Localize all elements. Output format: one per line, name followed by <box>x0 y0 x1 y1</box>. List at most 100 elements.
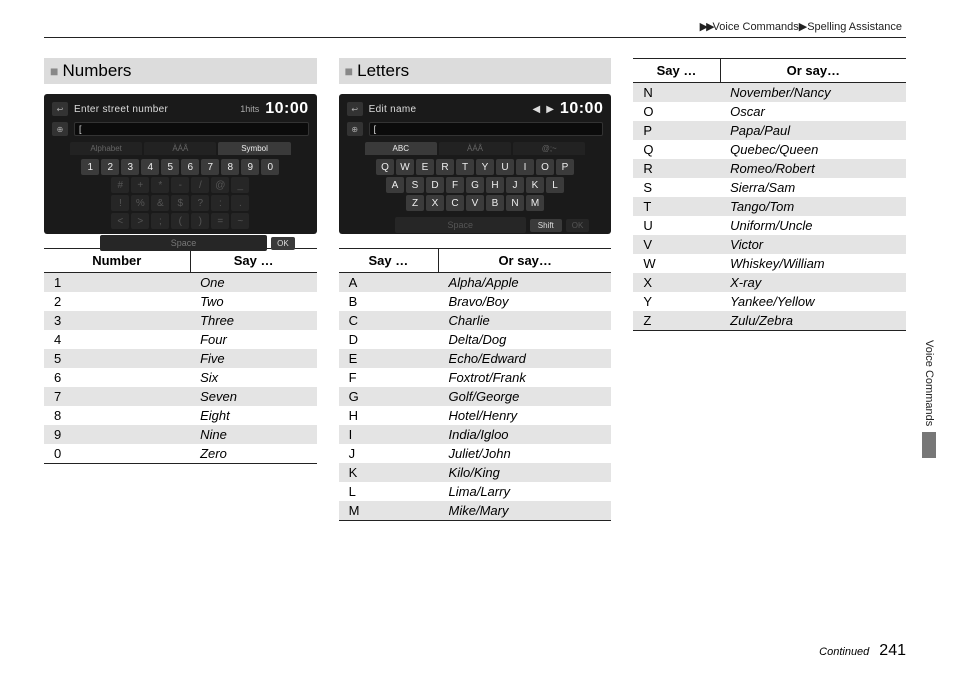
next-icon[interactable]: ▶ <box>546 104 554 115</box>
key[interactable]: P <box>556 159 574 175</box>
key[interactable]: 1 <box>81 159 99 175</box>
key[interactable]: 7 <box>201 159 219 175</box>
tab[interactable]: ABC <box>365 142 437 155</box>
key[interactable]: N <box>506 195 524 211</box>
cell-key: N <box>633 83 720 103</box>
cell-say: Charlie <box>439 311 612 330</box>
key[interactable]: U <box>496 159 514 175</box>
cell-key: G <box>339 387 439 406</box>
key[interactable]: W <box>396 159 414 175</box>
screen-hits: 1hits <box>240 104 259 114</box>
key[interactable]: < <box>111 213 129 229</box>
key[interactable]: & <box>151 195 169 211</box>
cell-key: O <box>633 102 720 121</box>
key[interactable]: E <box>416 159 434 175</box>
key[interactable]: F <box>446 177 464 193</box>
key[interactable]: I <box>516 159 534 175</box>
key[interactable]: $ <box>171 195 189 211</box>
key[interactable]: 5 <box>161 159 179 175</box>
tab[interactable]: Alphabet <box>70 142 142 155</box>
key[interactable]: ) <box>191 213 209 229</box>
key[interactable]: 8 <box>221 159 239 175</box>
tab[interactable]: ÀÁÂ <box>439 142 511 155</box>
key[interactable]: O <box>536 159 554 175</box>
key[interactable]: 6 <box>181 159 199 175</box>
breadcrumb-arrows: ▶▶ <box>700 21 713 33</box>
cell-key: 1 <box>44 273 190 293</box>
space-key[interactable]: Space <box>395 217 526 233</box>
table-letters-b: Say …Or say…NNovember/NancyOOscarPPapa/P… <box>633 58 906 331</box>
cell-say: Nine <box>190 425 317 444</box>
table-row: DDelta/Dog <box>339 330 612 349</box>
key[interactable]: M <box>526 195 544 211</box>
continued-label: Continued <box>819 646 869 658</box>
key[interactable]: ? <box>191 195 209 211</box>
key[interactable]: - <box>171 177 189 193</box>
key[interactable]: B <box>486 195 504 211</box>
key[interactable]: S <box>406 177 424 193</box>
key[interactable]: Q <box>376 159 394 175</box>
key[interactable]: @ <box>211 177 229 193</box>
key[interactable]: / <box>191 177 209 193</box>
shift-key[interactable]: Shift <box>530 219 562 232</box>
key[interactable]: J <box>506 177 524 193</box>
key[interactable]: ! <box>111 195 129 211</box>
key[interactable]: 0 <box>261 159 279 175</box>
key[interactable]: # <box>111 177 129 193</box>
cell-say: Mike/Mary <box>439 501 612 521</box>
key[interactable]: > <box>131 213 149 229</box>
key[interactable]: 2 <box>101 159 119 175</box>
side-tab-label: Voice Commands <box>923 340 935 426</box>
ok-button[interactable]: OK <box>271 237 295 250</box>
key[interactable]: L <box>546 177 564 193</box>
key[interactable]: 4 <box>141 159 159 175</box>
tab[interactable]: Symbol <box>218 142 290 155</box>
key[interactable]: D <box>426 177 444 193</box>
key[interactable]: X <box>426 195 444 211</box>
space-key[interactable]: Space <box>100 235 267 251</box>
key[interactable]: R <box>436 159 454 175</box>
screen-title: Edit name <box>369 104 527 115</box>
table-row: JJuliet/John <box>339 444 612 463</box>
key[interactable]: . <box>231 195 249 211</box>
key[interactable]: * <box>151 177 169 193</box>
cell-say: Lima/Larry <box>439 482 612 501</box>
key[interactable]: Y <box>476 159 494 175</box>
cell-key: 0 <box>44 444 190 464</box>
cell-key: D <box>339 330 439 349</box>
key[interactable]: K <box>526 177 544 193</box>
key[interactable]: = <box>211 213 229 229</box>
table-row: ZZulu/Zebra <box>633 311 906 331</box>
key[interactable]: G <box>466 177 484 193</box>
cell-say: Oscar <box>720 102 906 121</box>
key[interactable]: % <box>131 195 149 211</box>
cell-say: Five <box>190 349 317 368</box>
table-row: 6Six <box>44 368 317 387</box>
tab[interactable]: ÀÁÂ <box>144 142 216 155</box>
key[interactable]: Z <box>406 195 424 211</box>
cell-key: F <box>339 368 439 387</box>
key[interactable]: A <box>386 177 404 193</box>
key[interactable]: + <box>131 177 149 193</box>
input-field[interactable]: [ <box>369 122 604 136</box>
input-field[interactable]: [ <box>74 122 309 136</box>
key[interactable]: ; <box>151 213 169 229</box>
ok-button[interactable]: OK <box>566 219 590 232</box>
table-row: AAlpha/Apple <box>339 273 612 293</box>
tab[interactable]: @;~ <box>513 142 585 155</box>
key[interactable]: V <box>466 195 484 211</box>
prev-icon[interactable]: ◀ <box>533 104 541 115</box>
key[interactable]: ~ <box>231 213 249 229</box>
table-row: XX-ray <box>633 273 906 292</box>
key[interactable]: C <box>446 195 464 211</box>
cell-key: 7 <box>44 387 190 406</box>
globe-icon: ⊕ <box>347 122 363 136</box>
key[interactable]: _ <box>231 177 249 193</box>
key[interactable]: T <box>456 159 474 175</box>
key[interactable]: ( <box>171 213 189 229</box>
cell-say: Three <box>190 311 317 330</box>
key[interactable]: : <box>211 195 229 211</box>
key[interactable]: 9 <box>241 159 259 175</box>
key[interactable]: 3 <box>121 159 139 175</box>
key[interactable]: H <box>486 177 504 193</box>
